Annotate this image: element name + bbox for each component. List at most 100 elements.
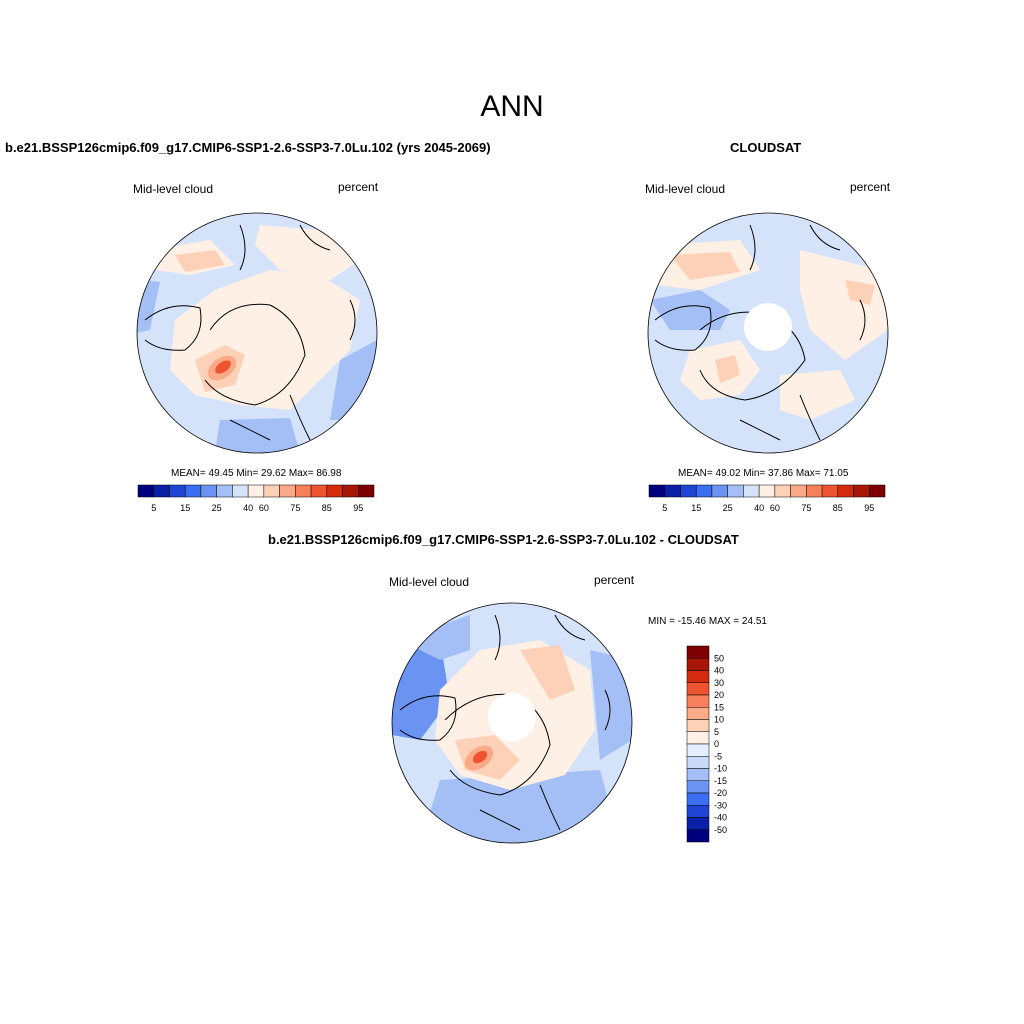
colorbar-2-tick-label: 15 (691, 503, 701, 513)
colorbar-3-swatch (686, 768, 710, 781)
colorbar-1-swatch (137, 484, 154, 498)
colorbar-1-swatch (263, 484, 280, 498)
colorbar-3-swatch (686, 719, 710, 732)
colorbar-3-tick-label: 50 (714, 653, 724, 663)
map-3-coastline-4 (479, 784, 561, 831)
colorbar-1-tick-label: 95 (353, 503, 363, 513)
map-3-border (391, 602, 633, 844)
colorbar-1-swatch (342, 484, 359, 498)
colorbar-1-swatch (279, 484, 296, 498)
map-panel-2 (648, 213, 888, 453)
map-3-low-region-south (420, 770, 620, 843)
colorbar-2-tick-label: 25 (723, 503, 733, 513)
panel-3-variable: Mid-level cloud (389, 575, 470, 589)
map-3-coastline-1 (444, 693, 551, 796)
map-3-max-inner (472, 750, 488, 764)
colorbar-3-tick-label: -5 (714, 751, 722, 761)
colorbar-2-tick-label: 95 (864, 503, 874, 513)
colorbar-1-tick-label: 25 (212, 503, 222, 513)
map-2-warm-patch-east (845, 280, 875, 305)
colorbar-3-tick-label: 30 (714, 678, 724, 688)
colorbar-2-swatch (837, 484, 854, 498)
map-2-warm-patch-nw (670, 252, 740, 280)
panel-1-stats: MEAN= 49.45 Min= 29.62 Max= 86.98 (171, 468, 342, 479)
colorbar-2-swatch (711, 484, 728, 498)
colorbar-3-tick-label: 0 (714, 739, 719, 749)
colorbar-2-swatch (774, 484, 791, 498)
colorbar-3-swatch (686, 731, 710, 745)
colorbar-2-swatch (743, 484, 760, 498)
colorbar-1-tick-label: 60 (259, 503, 269, 513)
panel-3-stats: MIN = -15.46 MAX = 24.51 (648, 616, 767, 627)
map-2-coastline-4 (739, 394, 821, 441)
colorbar-2-tick-label: 40 (754, 503, 764, 513)
colorbar-3-swatch (686, 682, 710, 696)
colorbar-1-swatch (216, 484, 233, 498)
map-1-border (136, 212, 378, 454)
map-1-coastline-3 (239, 224, 356, 341)
map-3-warm-patch-north (520, 645, 575, 700)
colorbar-3-swatch (686, 645, 710, 659)
panel-2-units: percent (850, 180, 891, 194)
colorbar-3-swatch (686, 805, 710, 818)
colorbar-2-swatch (758, 484, 776, 498)
colorbar-3-swatch (686, 780, 710, 794)
map-2-low-region-west (650, 290, 730, 330)
colorbar-3-tick-label: 5 (714, 727, 719, 737)
colorbar-3-swatch (686, 707, 710, 720)
colorbar-3-tick-label: 20 (714, 690, 724, 700)
colorbar-2-swatch (853, 484, 870, 498)
colorbar-1-swatch (153, 484, 170, 498)
colorbar-1-swatch (184, 484, 202, 498)
colorbar-2-swatch (806, 484, 823, 498)
colorbar-2-swatch (821, 484, 839, 498)
map-2-border (647, 212, 889, 454)
map-3-polar-gap (488, 693, 536, 741)
colorbar-3-tick-label: -40 (714, 813, 727, 823)
map-1-coastline-4 (229, 394, 311, 441)
colorbar-1-swatch (232, 484, 249, 498)
colorbar-2-swatch (869, 484, 886, 498)
colorbar-1-tick-label: 15 (180, 503, 190, 513)
colorbar-3-swatch (686, 694, 710, 708)
map-1-high-region-north (255, 225, 360, 280)
panel-1-units: percent (338, 180, 379, 194)
map-1-coastline-1 (204, 303, 306, 406)
colorbar-1-swatch (310, 484, 328, 498)
colorbar-1-swatch (326, 484, 343, 498)
map-1-low-region-south (215, 418, 300, 453)
colorbar-1-swatch (358, 484, 375, 498)
map-3-low-region-nw (400, 615, 470, 660)
colorbar-1-tick-label: 75 (290, 503, 300, 513)
map-3-coastline-2 (399, 695, 457, 741)
colorbar-1-swatch (200, 484, 217, 498)
map-3-coastline-3 (494, 614, 611, 731)
map-2-warm-patch-sw (715, 355, 740, 383)
colorbar-3-tick-label: -30 (714, 800, 727, 810)
colorbar-3-tick-label: -20 (714, 788, 727, 798)
colorbar-2-tick-label: 75 (801, 503, 811, 513)
colorbar-2-tick-label: 5 (662, 503, 667, 513)
colorbar-3-tick-label: 40 (714, 666, 724, 676)
colorbar-3-swatch (686, 670, 710, 683)
colorbar-3-tick-label: -15 (714, 776, 727, 786)
map-1-coastline-2 (144, 305, 202, 351)
panel-2-title: CLOUDSAT (730, 140, 802, 155)
colorbar-3-tick-label: 10 (714, 715, 724, 725)
panel-3-units: percent (594, 573, 635, 587)
panel-1-title: b.e21.BSSP126cmip6.f09_g17.CMIP6-SSP1-2.… (5, 140, 491, 155)
panel-2-variable: Mid-level cloud (645, 182, 726, 196)
colorbar-3-swatch (686, 829, 710, 843)
colorbar-3-swatch (686, 756, 710, 769)
map-2-coastline-1 (699, 311, 806, 401)
colorbar-2-swatch (695, 484, 713, 498)
colorbar-1-tick-label: 5 (151, 503, 156, 513)
colorbar-3-tick-label: -10 (714, 764, 727, 774)
colorbar-3-tick-label: 15 (714, 702, 724, 712)
colorbar-1-swatch (169, 484, 186, 498)
map-panel-3 (392, 603, 632, 843)
colorbar-1-swatch (247, 484, 265, 498)
colorbar-2-swatch (727, 484, 744, 498)
